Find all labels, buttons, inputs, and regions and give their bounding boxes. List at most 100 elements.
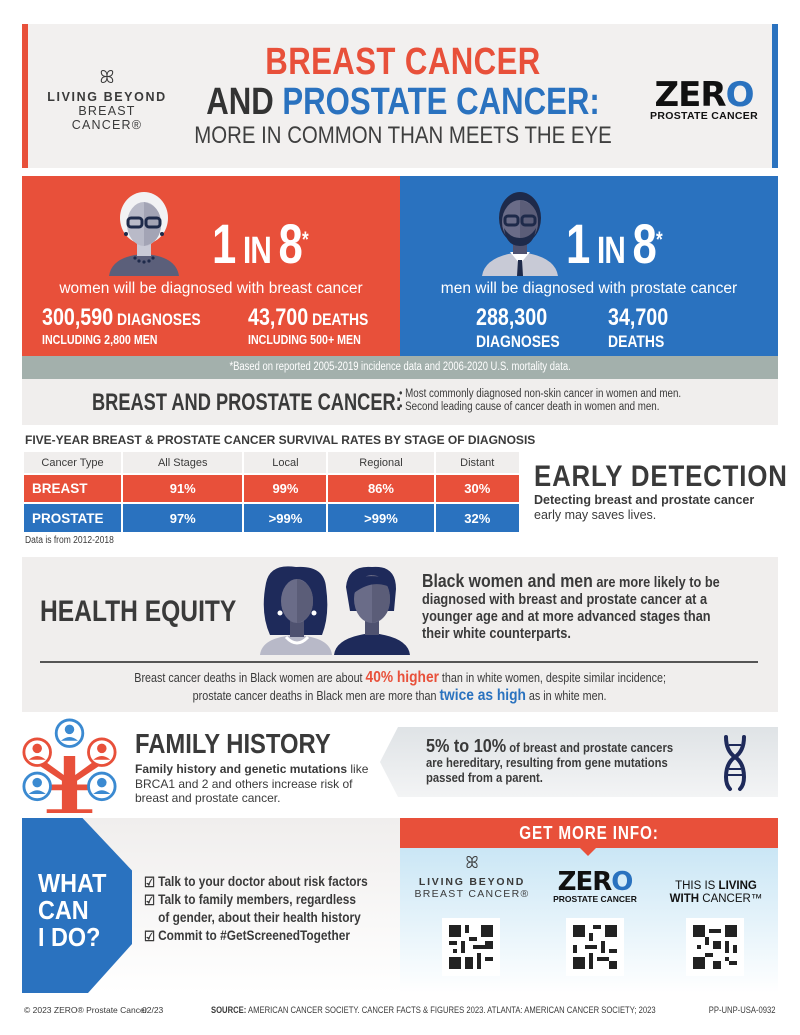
- disparity-highlight: 40% higher: [365, 669, 439, 686]
- checklist-text: Talk to family members, regardless: [158, 892, 356, 907]
- health-equity-text: Black women and men are more likely to b…: [422, 571, 730, 643]
- breast-deaths-value: 43,700: [248, 304, 309, 331]
- document-code: PP-UNP-USA-0932: [709, 1005, 776, 1015]
- table-header-row: Cancer Type All Stages Local Regional Di…: [24, 452, 522, 474]
- checklist-item: ☑ Talk to family members, regardless: [144, 891, 368, 909]
- pointer-arrow: [580, 848, 596, 856]
- prostate-deaths-unit: DEATHS: [608, 332, 665, 351]
- health-equity-body: are more likely to be diagnosed with bre…: [422, 575, 720, 642]
- disparity-line-1: Breast cancer deaths in Black women are …: [134, 669, 666, 687]
- prostate-ratio: 1 IN 8*: [566, 216, 663, 279]
- stats-footnote-text: *Based on reported 2005-2019 incidence d…: [229, 361, 571, 373]
- disparity-highlight: twice as high: [439, 687, 527, 704]
- zero-logo-sub: PROSTATE CANCER: [650, 110, 758, 122]
- org-text: CANCER™: [699, 893, 763, 905]
- checkbox-icon: ☑: [144, 928, 156, 944]
- family-history-title: FAMILY HISTORY: [135, 728, 331, 759]
- breast-diagnoses: 300,590 DIAGNOSES: [42, 306, 201, 332]
- common-facts-title: BREAST AND PROSTATE CANCER:: [92, 389, 402, 416]
- action-checklist: ☑ Talk to your doctor about risk factors …: [144, 873, 368, 945]
- breast-deaths: 43,700 DEATHS: [248, 306, 368, 332]
- family-history-text: Family history and genetic mutations lik…: [135, 762, 385, 806]
- publish-date: 02/23: [142, 1005, 164, 1015]
- table-cell: >99%: [327, 502, 436, 532]
- title-breast-cancer: BREAST CANCER: [265, 41, 541, 83]
- org-text-bold: WITH: [669, 893, 700, 905]
- checklist-text: of gender, about their health history: [158, 910, 361, 925]
- lbbc-org-logo[interactable]: ꕤ LIVING BEYOND BREAST CANCER®: [412, 855, 532, 901]
- label-line: CAN: [38, 895, 89, 925]
- page-title: BREAST CANCER AND PROSTATE CANCER: MORE …: [178, 42, 628, 150]
- ratio-asterisk: *: [656, 227, 663, 252]
- common-facts-list: • Most commonly diagnosed non-skin cance…: [399, 388, 681, 414]
- column-header: Local: [243, 452, 329, 474]
- lbbc-logo-line2: BREAST CANCER®: [71, 104, 143, 132]
- org-line: PROSTATE CANCER: [553, 894, 637, 904]
- org-line: LIVING BEYOND: [418, 876, 526, 888]
- hereditary-percent: 5% to 10%: [426, 736, 507, 756]
- checklist-item: ☑ Talk to your doctor about risk factors: [144, 873, 368, 891]
- people-icon: [260, 566, 410, 655]
- org-line: THIS IS LIVING: [662, 880, 770, 893]
- zero-wordmark-o: O: [611, 867, 633, 897]
- zero-logo: ZERO PROSTATE CANCER: [650, 78, 758, 122]
- source-label: SOURCE:: [211, 1005, 247, 1015]
- survival-table: Cancer Type All Stages Local Regional Di…: [24, 452, 522, 532]
- hereditary-line: of breast and prostate cancers: [506, 741, 674, 755]
- org-line: WITH CANCER™: [662, 893, 770, 906]
- qr-code-icon: [573, 925, 617, 969]
- title-prostate-line: AND PROSTATE CANCER:: [186, 82, 621, 122]
- zero-wordmark-main: ZER: [654, 75, 727, 115]
- disparity-text: Breast cancer deaths in Black women are …: [134, 671, 366, 685]
- common-fact-item: • Most commonly diagnosed non-skin cance…: [399, 388, 682, 400]
- butterfly-icon: ꕤ: [465, 855, 479, 872]
- qr-code-lbbc[interactable]: [442, 918, 500, 976]
- early-detection-rest: early may saves lives.: [534, 508, 657, 522]
- breast-diagnoses-value: 300,590: [42, 304, 114, 331]
- tilwc-org-logo[interactable]: THIS IS LIVING WITH CANCER™: [662, 856, 770, 906]
- prostate-deaths-stat: 34,700 DEATHS: [608, 306, 681, 354]
- divider: [40, 661, 758, 663]
- title-prostate-cancer: PROSTATE CANCER:: [282, 81, 600, 123]
- qr-code-zero[interactable]: [566, 918, 624, 976]
- table-cell: >99%: [243, 502, 329, 532]
- ratio-eight: 8: [632, 212, 657, 275]
- prostate-description: men will be diagnosed with prostate canc…: [440, 280, 738, 297]
- disparity-text: prostate cancer deaths in Black men are …: [193, 689, 440, 703]
- table-cell: 30%: [434, 473, 522, 503]
- lbbc-logo-line1: LIVING BEYOND: [47, 90, 167, 104]
- what-can-i-do-label: WHAT CAN I DO?: [38, 870, 106, 951]
- ratio-asterisk: *: [302, 227, 309, 252]
- qr-code-icon: [693, 925, 737, 969]
- early-detection-title: EARLY DETECTION: [534, 460, 788, 493]
- health-equity-lead: Black women and men: [422, 571, 593, 591]
- zero-wordmark: ZERO: [550, 867, 640, 897]
- table-cell: 86%: [327, 473, 436, 503]
- breast-diagnoses-note: INCLUDING 2,800 MEN: [42, 332, 158, 347]
- checkbox-icon: ☑: [144, 874, 156, 890]
- hereditary-callout-text: 5% to 10% of breast and prostate cancers…: [426, 736, 696, 786]
- ratio-eight: 8: [278, 212, 303, 275]
- zero-wordmark-o: O: [725, 75, 755, 115]
- butterfly-icon: ꕤ: [99, 67, 115, 87]
- disparity-text: than in white women, despite similar inc…: [438, 671, 666, 685]
- column-header: Regional: [327, 452, 436, 474]
- prostate-diagnoses-value: 288,300: [476, 304, 548, 331]
- prostate-stats-panel: 1 IN 8* men will be diagnosed with prost…: [400, 176, 778, 356]
- zero-wordmark: ZERO: [650, 78, 758, 112]
- table-cell: 32%: [434, 502, 522, 532]
- common-fact-item: • Second leading cause of cancer death i…: [399, 401, 660, 413]
- dna-icon: [723, 735, 747, 791]
- table-cell: 99%: [243, 473, 329, 503]
- prostate-diagnoses-unit: DIAGNOSES: [476, 332, 560, 351]
- checklist-text: Talk to your doctor about risk factors: [158, 874, 368, 889]
- header-banner: ꕤ LIVING BEYOND BREAST CANCER® BREAST CA…: [22, 24, 778, 168]
- prostate-deaths-value: 34,700: [608, 304, 669, 331]
- column-header: All Stages: [122, 452, 245, 474]
- qr-code-tilwc[interactable]: [686, 918, 744, 976]
- health-equity-title: HEALTH EQUITY: [40, 595, 237, 628]
- hereditary-line: are hereditary, resulting from gene muta…: [426, 756, 668, 770]
- zero-org-logo[interactable]: ZERO PROSTATE CANCER: [550, 856, 640, 904]
- ratio-in: IN: [235, 230, 279, 272]
- label-line: WHAT: [38, 868, 107, 898]
